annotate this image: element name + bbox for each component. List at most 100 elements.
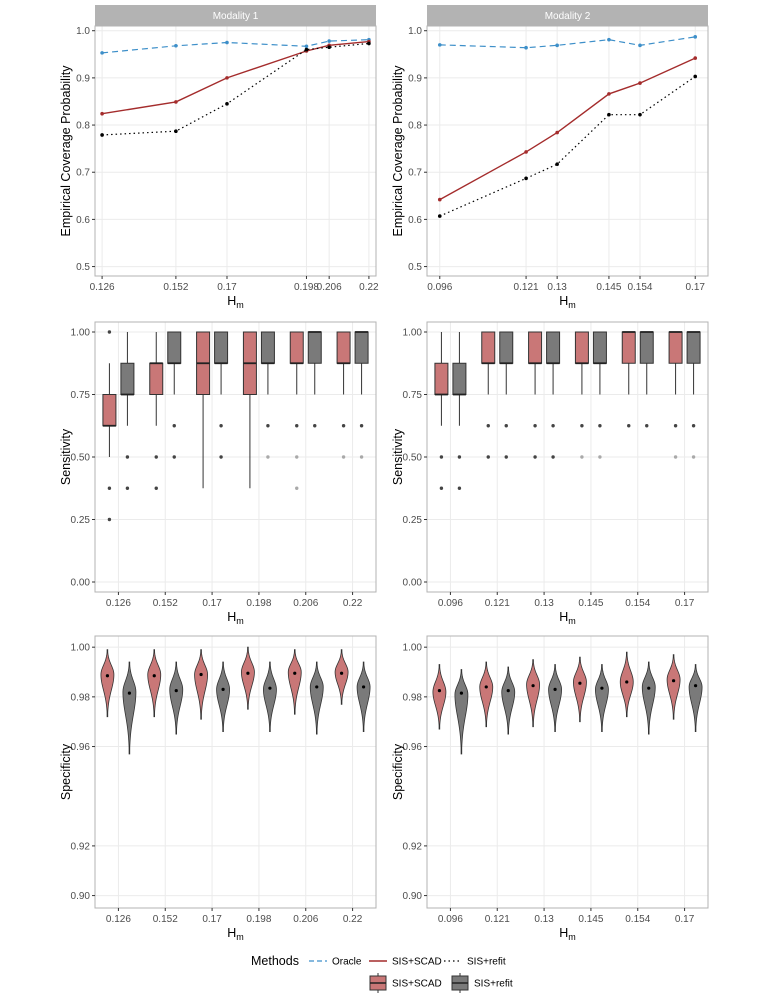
panel-border	[94, 25, 377, 277]
x-axis-title: Hm	[559, 610, 576, 626]
y-axis-title: Specificity	[391, 743, 405, 800]
y-tick-label: 0.50	[403, 453, 423, 464]
box-refit	[499, 331, 514, 364]
violin-mean-scad	[339, 671, 344, 675]
box-outlier-refit	[457, 486, 462, 490]
box-refit	[307, 331, 322, 364]
x-tick-label: 0.096	[438, 598, 463, 609]
box-outlier-scad	[673, 424, 678, 428]
violin-mean-refit	[647, 686, 651, 690]
violin-refit	[216, 661, 230, 733]
box-refit	[452, 362, 467, 395]
box-outlier-refit	[598, 424, 602, 428]
violin-scad	[526, 659, 540, 728]
box-outlier-scad	[533, 455, 537, 459]
box-outlier-scad	[154, 455, 158, 459]
panel-specificity-m2: 0.90 0.92 0.96 0.98 1.00 0.096 0.121 0.13 0.145 0…	[391, 635, 709, 942]
box-outlier-scad	[486, 455, 490, 459]
violin-mean-refit	[693, 684, 698, 688]
violin-mean-refit	[553, 687, 557, 692]
y-tick-label: 0.5	[76, 262, 90, 273]
panel-coverage-m1: Modality 1 0.5 0.6 0.7 0.8 0.9 1.0 0.126 0.152 0.…	[59, 5, 379, 310]
y-tick-label: 0.7	[408, 168, 422, 179]
x-axis-title-main: H	[227, 926, 236, 940]
box-outlier-scad	[154, 486, 158, 490]
y-tick-label: 0.9	[76, 73, 90, 84]
y-tick-label: 0.96	[71, 742, 91, 753]
y-tick-label: 1.0	[408, 26, 422, 37]
y-tick-label: 0.8	[76, 121, 90, 132]
violin-refit	[688, 664, 703, 733]
x-tick-label: 0.121	[485, 914, 510, 925]
data-point-refit	[524, 176, 528, 181]
box-outlier-refit	[645, 424, 649, 428]
box-outlier-refit	[125, 486, 130, 490]
box-outlier-scad	[107, 486, 112, 490]
y-tick-label: 0.96	[403, 742, 423, 753]
box-refit	[546, 331, 561, 364]
x-axis-title: Hm	[227, 294, 244, 310]
x-tick-label: 0.22	[343, 598, 363, 609]
box-outlier-refit	[172, 455, 176, 459]
box-scad	[434, 362, 449, 395]
data-point-scad	[607, 92, 611, 96]
x-tick-label: 0.096	[427, 282, 452, 293]
box-outlier-refit	[504, 455, 508, 459]
data-point-scad	[100, 111, 104, 116]
violin-mean-scad	[293, 671, 297, 675]
data-point-refit	[555, 162, 559, 167]
box-outlier-refit	[457, 455, 462, 459]
x-axis-title: Hm	[559, 294, 576, 310]
y-tick-label: 1.00	[403, 328, 423, 339]
violin-mean-refit	[459, 691, 464, 695]
box-outlier-refit	[125, 455, 130, 459]
data-point-scad	[225, 76, 229, 80]
panel-border	[94, 635, 377, 909]
violin-scad	[287, 649, 302, 715]
box-outlier-scad	[580, 424, 584, 428]
violin-scad	[432, 664, 447, 730]
y-tick-label: 1.00	[71, 328, 91, 339]
series-line-oracle	[439, 36, 696, 49]
data-point-scad	[524, 150, 528, 154]
box-outlier-scad	[439, 455, 444, 459]
x-axis-title-main: H	[559, 926, 568, 940]
x-tick-label: 0.154	[625, 914, 650, 925]
data-point-oracle	[100, 51, 104, 55]
violin-mean-refit	[506, 689, 510, 693]
violin-scad	[147, 649, 162, 718]
violin-refit	[263, 661, 277, 733]
x-tick-label: 0.154	[627, 282, 652, 293]
data-point-oracle	[437, 43, 442, 47]
x-tick-label: 0.206	[293, 598, 318, 609]
x-axis-title-main: H	[227, 294, 236, 308]
box-scad	[574, 331, 589, 364]
violin-mean-refit	[268, 686, 272, 690]
data-point-oracle	[524, 45, 528, 50]
box-outlier-scad	[341, 424, 346, 428]
box-outlier-scad	[627, 424, 631, 428]
box-refit	[167, 331, 182, 364]
violin-refit	[454, 669, 469, 755]
violin-scad	[241, 646, 255, 710]
box-scad	[481, 331, 496, 364]
x-tick-label: 0.206	[317, 282, 342, 293]
box-scad	[149, 362, 164, 395]
y-tick-label: 0.9	[408, 73, 422, 84]
y-tick-label: 0.75	[71, 390, 91, 401]
data-point-oracle	[693, 35, 698, 39]
panel-border	[426, 635, 709, 909]
x-tick-label: 0.17	[217, 282, 237, 293]
box-outlier-refit	[691, 424, 696, 428]
panel-sensitivity-m1: 0.00 0.25 0.50 0.75 1.00 0.126 0.152 0.17 0.198 0…	[59, 321, 377, 626]
x-tick-label: 0.126	[106, 914, 131, 925]
box-refit	[260, 331, 275, 364]
box-outlier-refit	[598, 455, 602, 459]
violin-refit	[595, 664, 609, 733]
data-point-scad	[437, 197, 442, 202]
facet-strip-label: Modality 1	[213, 11, 259, 22]
box-outlier-scad	[107, 330, 112, 334]
violin-mean-scad	[199, 672, 203, 677]
box-outlier-scad	[533, 424, 537, 428]
box-outlier-refit	[359, 424, 364, 428]
